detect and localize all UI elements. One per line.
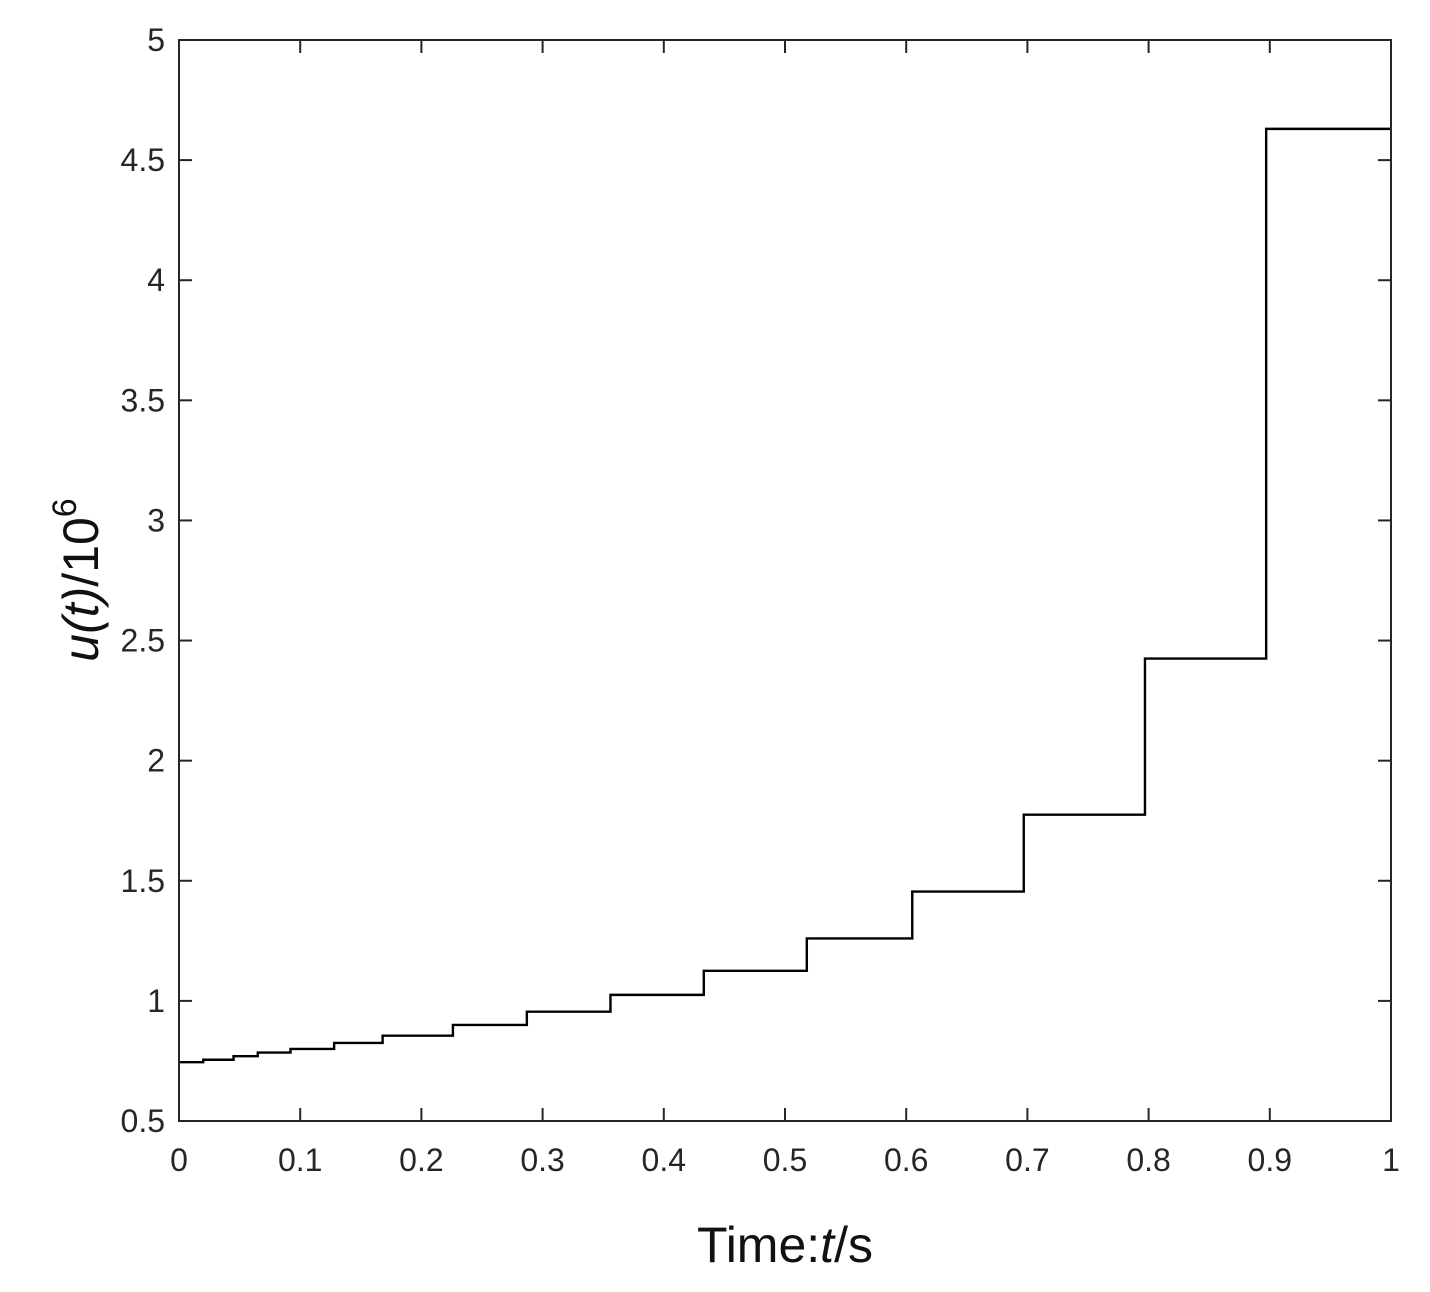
y-axis-title-var: u bbox=[53, 634, 109, 662]
series-line bbox=[179, 127, 1391, 1064]
x-tick-label: 0.1 bbox=[278, 1142, 322, 1178]
x-tick-label: 0.4 bbox=[642, 1142, 686, 1178]
x-axis-title-prefix: Time: bbox=[697, 1217, 820, 1273]
y-tick-label: 3.5 bbox=[121, 382, 165, 418]
y-tick-label: 4 bbox=[147, 262, 165, 298]
x-tick-label: 0.5 bbox=[763, 1142, 807, 1178]
x-tick-label: 0.6 bbox=[884, 1142, 928, 1178]
y-tick-label: 1 bbox=[147, 983, 165, 1019]
y-tick-label: 2.5 bbox=[121, 623, 165, 659]
y-axis-title-exp: 6 bbox=[46, 498, 84, 517]
y-axis-title-paren-open: ( bbox=[53, 613, 109, 634]
plot-frame bbox=[178, 39, 1392, 1122]
x-tick-label: 0.3 bbox=[520, 1142, 564, 1178]
y-tick-label: 5 bbox=[147, 22, 165, 58]
x-tick-label: 0.2 bbox=[399, 1142, 443, 1178]
y-tick-label: 2 bbox=[147, 743, 165, 779]
x-axis-title: Time:t/s bbox=[697, 1217, 873, 1273]
x-tick-label: 0.7 bbox=[1005, 1142, 1049, 1178]
plot-area bbox=[179, 40, 1391, 1121]
y-tick-label: 1.5 bbox=[121, 863, 165, 899]
x-axis-title-var: t bbox=[820, 1217, 836, 1273]
y-axis-title-denom: /10 bbox=[53, 517, 109, 587]
x-tick-label: 0 bbox=[170, 1142, 188, 1178]
y-tick-label: 3 bbox=[147, 502, 165, 538]
y-tick-label: 0.5 bbox=[121, 1103, 165, 1139]
x-tick-label: 0.9 bbox=[1248, 1142, 1292, 1178]
y-tick-labels: 0.5 1 1.5 2 2.5 3 3.5 4 4.5 5 bbox=[121, 22, 165, 1139]
y-axis-title: u(t)/106 bbox=[46, 498, 109, 661]
y-axis-title-arg: t bbox=[53, 601, 109, 617]
y-tick-label: 4.5 bbox=[121, 142, 165, 178]
y-axis-title-paren-close: ) bbox=[53, 587, 109, 609]
x-tick-label: 1 bbox=[1382, 1142, 1400, 1178]
x-axis-title-suffix: /s bbox=[834, 1217, 873, 1273]
x-tick-label: 0.8 bbox=[1126, 1142, 1170, 1178]
x-tick-labels: 0 0.1 0.2 0.3 0.4 0.5 0.6 0.7 0.8 0.9 1 bbox=[170, 1142, 1400, 1178]
